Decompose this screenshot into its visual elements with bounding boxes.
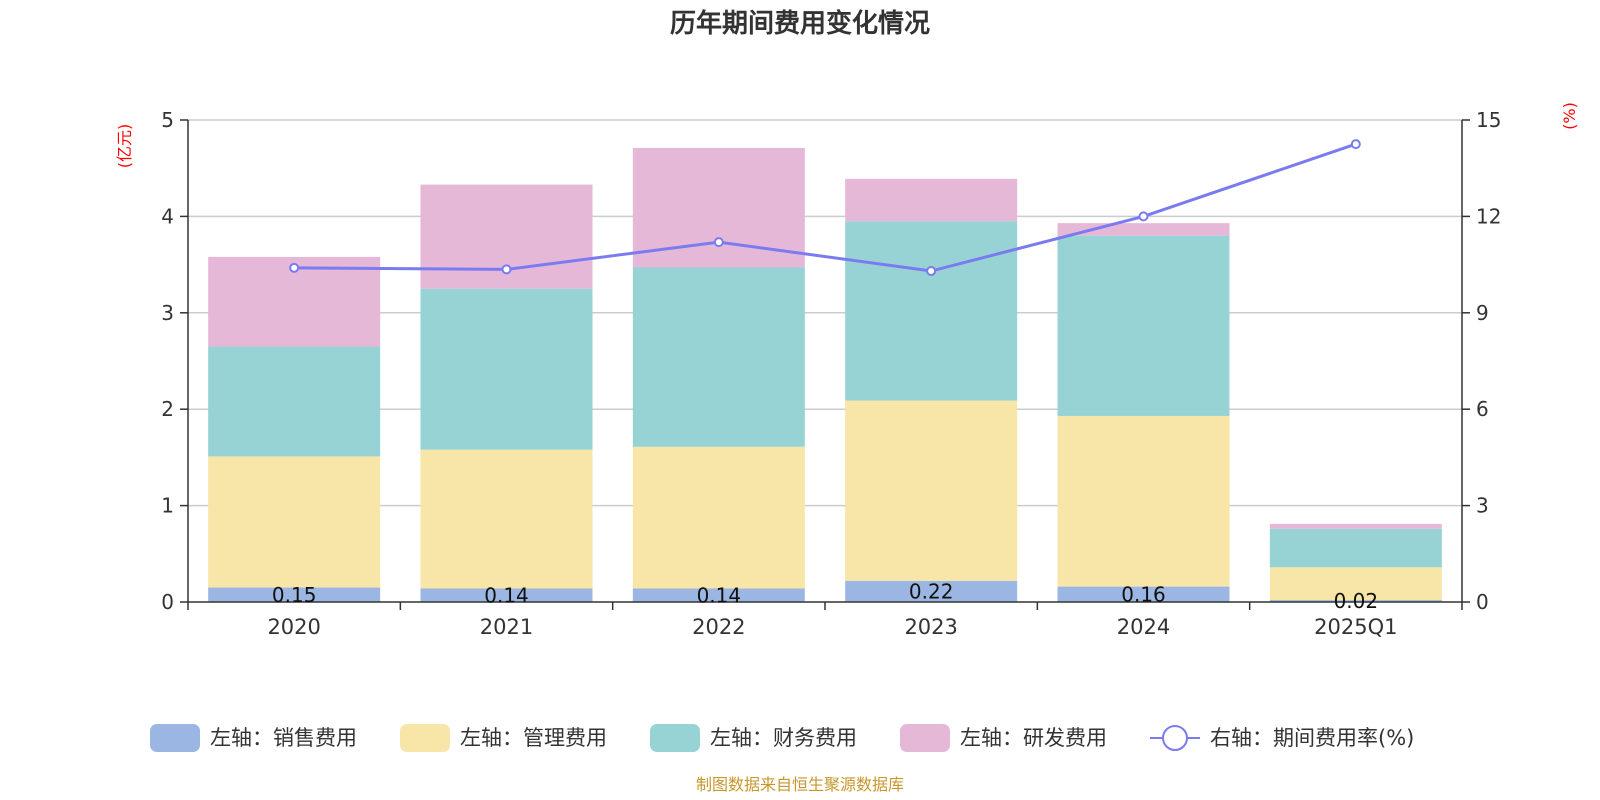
left-axis-tick-label: 0 [161,590,174,614]
legend-swatch [900,724,950,752]
data-labels: 0.15 0.14 0.14 0.22 0.16 0.02 [272,579,1378,613]
left-axis-tick-label: 2 [161,397,174,421]
left-axis-tick-label: 5 [161,108,174,132]
legend-label: 左轴：财务费用 [710,726,857,750]
legend-label: 左轴：管理费用 [460,726,607,750]
bar-segment-2 [420,449,593,589]
bar-segment-1 [632,588,805,602]
bar-segment-2 [845,400,1018,581]
rate-line-series [289,139,1361,277]
legend-label: 左轴：销售费用 [210,726,357,750]
bar-segment-3 [1057,235,1230,416]
bar-segment-1 [420,588,593,602]
bar-segment-4 [632,147,805,268]
rate-point [1138,211,1149,222]
legend-swatch [400,724,450,752]
legend-swatch [150,724,200,752]
bar-segment-2 [208,456,381,588]
bar-data-label: 0.16 [1121,582,1166,606]
x-axis-category-label: 2024 [1117,615,1170,639]
x-axis-category-label: 2020 [267,615,320,639]
rate-point [713,237,724,248]
left-axis-tick-label: 1 [161,494,174,518]
legend-label: 右轴：期间费用率(%) [1210,726,1414,750]
rate-line [294,142,1357,273]
data-source-note: 制图数据来自恒生聚源数据库 [696,775,904,794]
legend-circle-symbol [1162,725,1188,751]
bar-segment-2 [1057,415,1230,587]
legend-swatch [650,724,700,752]
right-axis-tick-label: 9 [1476,301,1489,325]
bar-data-label: 0.14 [484,583,529,607]
x-axis-category-label: 2023 [904,615,957,639]
legend: 左轴：销售费用 左轴：管理费用 左轴：财务费用 左轴：研发费用 右轴：期间费用率(%) [150,724,1414,752]
bar-segment-4 [1057,223,1230,236]
chart-title: 历年期间费用变化情况 [670,8,930,39]
rate-point [501,264,512,275]
bar-segment-4 [1269,523,1442,529]
left-axis-tick-label: 3 [161,301,174,325]
right-axis-tick-label: 15 [1476,108,1501,132]
x-axis-category-label: 2022 [692,615,745,639]
bar-data-label: 0.02 [1334,589,1379,613]
right-axis-tick-label: 6 [1476,397,1489,421]
bar-segment-3 [420,288,593,450]
bar-segment-3 [632,267,805,447]
bar-data-label: 0.22 [909,579,954,603]
x-axis-category-label: 2021 [480,615,533,639]
bar-data-label: 0.15 [272,583,317,607]
legend-label: 左轴：研发费用 [960,726,1107,750]
rate-point [1350,139,1361,150]
x-axis-category-label: 2025Q1 [1314,615,1397,639]
bar-data-label: 0.14 [697,583,742,607]
rate-point [926,266,937,277]
bar-segment-2 [1269,567,1442,601]
left-axis-unit: (亿元) [115,124,134,169]
right-axis-tick-label: 3 [1476,494,1489,518]
right-axis-unit: (%) [1560,102,1579,130]
bar-segment-4 [845,178,1018,222]
bar-segment-1 [1057,586,1230,602]
left-axis-tick-label: 4 [161,204,174,228]
rate-point [289,262,300,273]
bar-segment-1 [845,580,1018,602]
bar-segment-2 [632,446,805,589]
right-axis-tick-label: 12 [1476,204,1501,228]
bar-segment-3 [1269,528,1442,568]
right-axis-tick-label: 0 [1476,590,1489,614]
bar-segment-1 [208,587,381,602]
bar-segment-1 [1269,600,1442,602]
bar-segment-3 [208,346,381,457]
bar-segment-3 [845,221,1018,401]
gridlines [188,119,1462,507]
